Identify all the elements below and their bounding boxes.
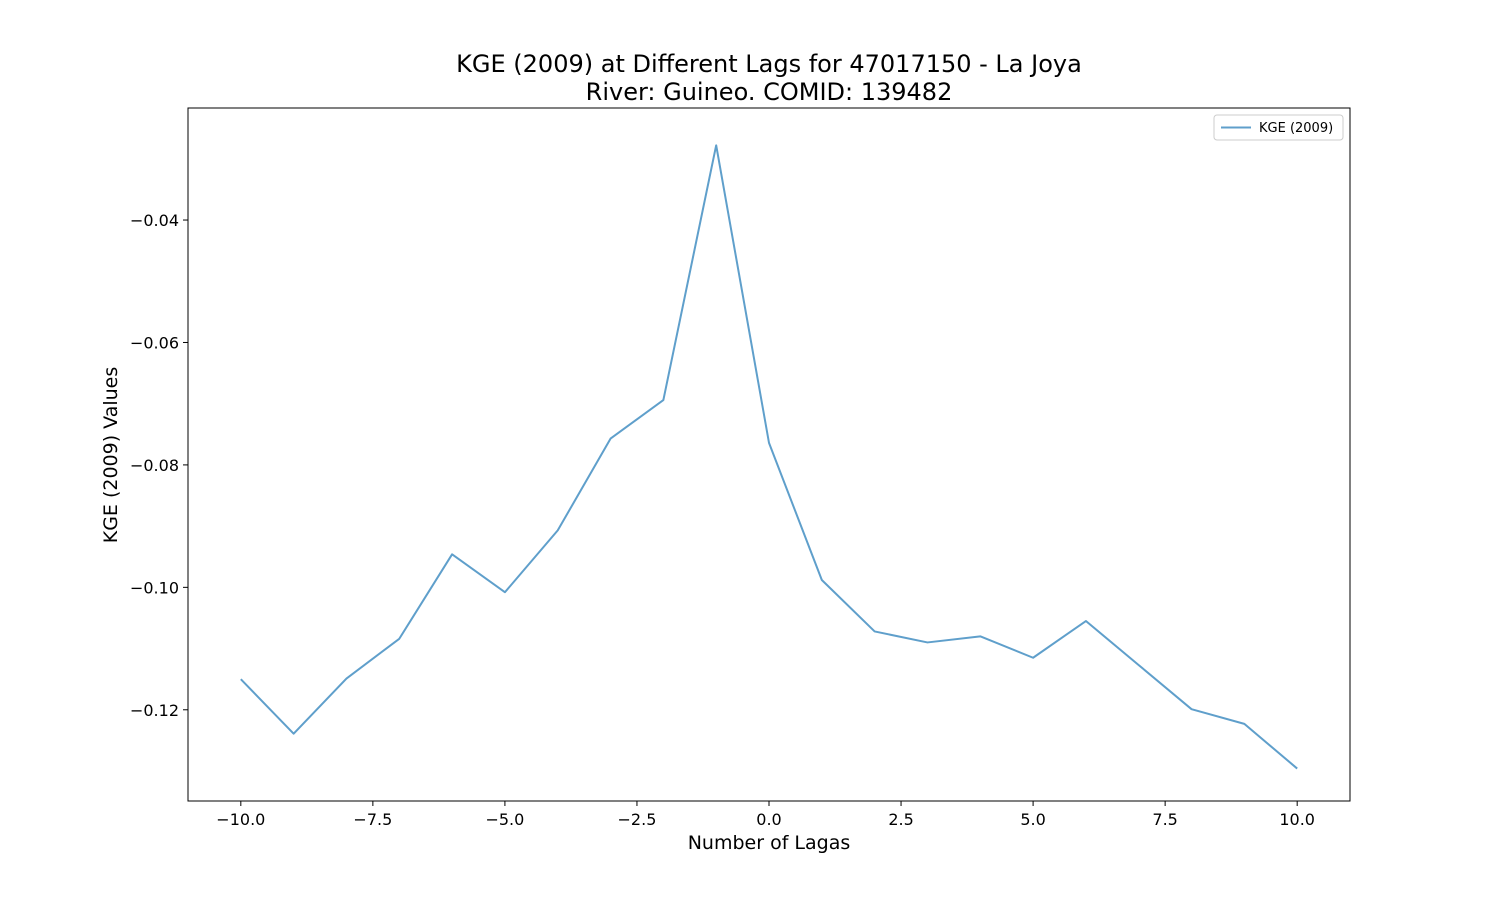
x-tick-label: 7.5 bbox=[1152, 810, 1177, 829]
x-axis-ticks: −10.0 −7.5 −5.0 −2.5 0.0 2.5 5.0 7.5 10.0 bbox=[216, 801, 1315, 829]
plot-area bbox=[240, 144, 1298, 770]
y-axis-ticks: −0.04 −0.06 −0.08 −0.10 −0.12 bbox=[130, 211, 188, 720]
y-tick-label: −0.12 bbox=[130, 701, 179, 720]
y-tick-label: −0.06 bbox=[130, 333, 179, 352]
x-tick-label: 10.0 bbox=[1279, 810, 1315, 829]
x-tick-label: −7.5 bbox=[353, 810, 392, 829]
x-tick-label: −5.0 bbox=[485, 810, 524, 829]
x-tick-label: 0.0 bbox=[756, 810, 781, 829]
y-tick-label: −0.04 bbox=[130, 211, 179, 230]
legend-box bbox=[1213, 114, 1344, 141]
legend: KGE (2009) bbox=[1213, 114, 1344, 141]
chart-title-line-1: KGE (2009) at Different Lags for 4701715… bbox=[456, 50, 1082, 78]
chart-title-line-2: River: Guineo. COMID: 139482 bbox=[586, 78, 953, 106]
x-tick-label: −2.5 bbox=[618, 810, 657, 829]
legend-label-kge-2009: KGE (2009) bbox=[1259, 121, 1333, 136]
x-tick-label: 2.5 bbox=[888, 810, 913, 829]
x-tick-label: 5.0 bbox=[1020, 810, 1045, 829]
y-tick-label: −0.10 bbox=[130, 578, 179, 597]
y-axis-label: KGE (2009) Values bbox=[100, 367, 122, 544]
series-line-kge-2009 bbox=[240, 144, 1298, 770]
y-tick-label: −0.08 bbox=[130, 456, 179, 475]
x-axis-label: Number of Lagas bbox=[688, 832, 851, 854]
x-tick-label: −10.0 bbox=[216, 810, 265, 829]
